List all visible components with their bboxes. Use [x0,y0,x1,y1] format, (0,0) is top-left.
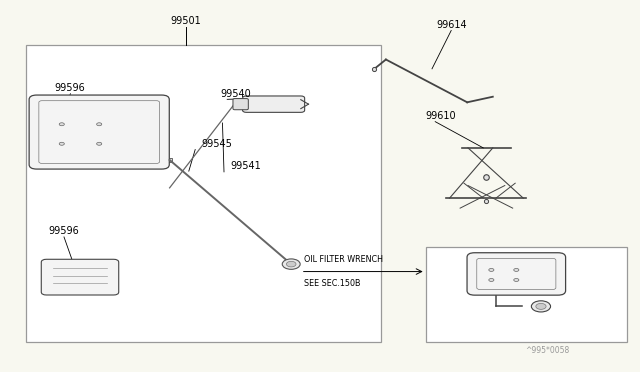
Text: 99596: 99596 [54,83,85,93]
Ellipse shape [514,279,519,282]
Text: 99501: 99501 [170,16,201,26]
Text: 99610: 99610 [426,111,456,121]
FancyBboxPatch shape [243,96,305,112]
Text: SEE SEC.150B: SEE SEC.150B [304,279,360,288]
Bar [426,247,627,342]
Text: 99545: 99545 [202,139,232,149]
Text: 99541: 99541 [230,161,261,171]
Text: ^995*0058: ^995*0058 [525,346,570,355]
Text: 99614: 99614 [436,20,467,30]
Bar [26,45,381,342]
Ellipse shape [282,259,300,269]
Ellipse shape [489,269,494,272]
Ellipse shape [60,123,65,126]
Text: 99596: 99596 [48,226,79,236]
Text: 99540: 99540 [221,89,252,99]
Ellipse shape [97,123,102,126]
Ellipse shape [514,269,519,272]
FancyBboxPatch shape [41,259,119,295]
Ellipse shape [97,142,102,145]
Ellipse shape [531,301,550,312]
Ellipse shape [536,304,546,310]
FancyBboxPatch shape [233,99,248,110]
Ellipse shape [60,142,65,145]
Text: OIL FILTER WRENCH: OIL FILTER WRENCH [304,255,383,264]
Ellipse shape [489,279,494,282]
Ellipse shape [287,261,296,267]
FancyBboxPatch shape [467,253,566,295]
FancyBboxPatch shape [29,95,169,169]
